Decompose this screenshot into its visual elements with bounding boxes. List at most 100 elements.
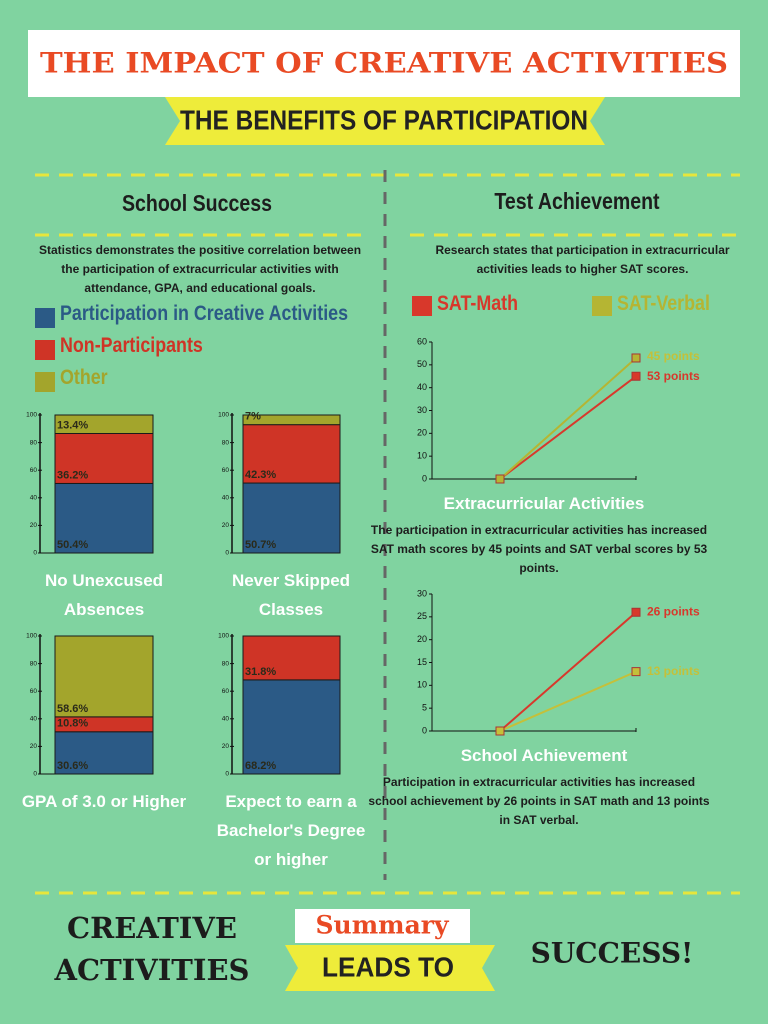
y-tick-label: 100 (26, 633, 37, 640)
category-label: GPA of 3.0 or Higher (21, 792, 187, 811)
point-marker (631, 607, 641, 617)
y-tick-label: 60 (30, 467, 38, 474)
bar-segment (242, 482, 341, 554)
y-tick-label: 100 (218, 412, 229, 419)
y-tick-label: 80 (30, 439, 38, 446)
line-series (499, 670, 637, 732)
value-label: 42.3% (245, 469, 276, 481)
y-tick-label: 40 (222, 716, 230, 723)
legend-swatch (35, 308, 55, 328)
footer-right: SUCCESS! (531, 937, 694, 970)
y-tick-label: 20 (222, 743, 230, 750)
legend-label: Other (60, 366, 108, 389)
x-axis-label: School Achievement (460, 746, 628, 765)
category-label: No Unexcused Absences (44, 571, 164, 619)
y-tick-label: 0 (33, 771, 37, 778)
section-heading: School Success (122, 190, 272, 216)
y-tick-label: 30 (417, 405, 427, 415)
bar-segment (54, 432, 154, 484)
y-tick-label: 80 (30, 660, 38, 667)
x-axis-label: Extracurricular Activities (443, 494, 645, 513)
annotation: 45 points (647, 349, 700, 363)
leads-to: LEADS TO (322, 951, 454, 982)
value-label: 30.6% (57, 760, 88, 772)
value-label: 13.4% (57, 419, 88, 431)
title: THE IMPACT OF CREATIVE ACTIVITIES (40, 47, 728, 80)
y-tick-label: 80 (222, 439, 230, 446)
y-tick-label: 0 (422, 725, 427, 735)
value-label: 7% (245, 411, 261, 423)
legend-swatch (35, 372, 55, 392)
y-tick-label: 25 (417, 611, 427, 621)
y-tick-label: 0 (225, 550, 229, 557)
value-label: 26 points (647, 604, 700, 618)
legend-label: SAT-Verbal (617, 292, 710, 315)
y-tick-label: 60 (222, 467, 230, 474)
value-label: 31.8% (245, 666, 276, 678)
category-label: Never Skipped Classes (231, 571, 351, 619)
y-tick-label: 20 (30, 743, 38, 750)
value-label: 50.4% (57, 539, 88, 551)
point-marker (495, 726, 505, 736)
footer-left-line: CREATIVE (67, 911, 237, 945)
y-tick-label: 50 (417, 359, 427, 369)
y-tick-label: 60 (30, 688, 38, 695)
bar-segment (54, 482, 154, 554)
summary-box (295, 909, 470, 943)
value-label: 10.8% (57, 718, 88, 730)
value-label: 36.2% (57, 469, 88, 481)
bar-segment (242, 635, 341, 681)
category-label: Expect to earn a Bachelor's Degree or hi… (216, 792, 366, 869)
y-tick-label: 20 (417, 428, 427, 438)
y-tick-label: 0 (33, 550, 37, 557)
section-heading: Test Achievement (494, 188, 660, 214)
y-tick-label: 60 (417, 336, 427, 346)
y-tick-label: 20 (30, 522, 38, 529)
y-tick-label: 5 (422, 703, 427, 713)
bar-segment (242, 414, 341, 426)
bar-segment (54, 731, 154, 775)
value-label: 68.2% (245, 760, 276, 772)
bar-segment (242, 424, 341, 484)
line-series (499, 357, 637, 480)
footer-left-line: ACTIVITIES (54, 953, 250, 987)
point-marker (631, 667, 641, 677)
y-tick-label: 10 (417, 451, 427, 461)
point-marker (631, 353, 641, 363)
y-tick-label: 20 (417, 634, 427, 644)
y-tick-label: 80 (222, 660, 230, 667)
footer-left: CREATIVE ACTIVITIES (54, 911, 250, 987)
ribbon (285, 945, 495, 991)
y-tick-label: 15 (417, 657, 427, 667)
value-label: 58.6% (57, 703, 88, 715)
line-series (499, 375, 637, 480)
bar-segment (242, 679, 341, 775)
legend-label: SAT-Math (437, 292, 518, 315)
section-description: Statistics demonstrates the positive cor… (38, 243, 362, 295)
line-series (499, 611, 637, 732)
subtitle: THE BENEFITS OF PARTICIPATION (180, 104, 588, 135)
y-tick-label: 0 (225, 771, 229, 778)
chart-caption: Participation in extracurricular activit… (368, 775, 710, 827)
legend-swatch (35, 340, 55, 360)
y-tick-label: 0 (422, 473, 427, 483)
ribbon (165, 97, 605, 145)
y-tick-label: 40 (222, 495, 230, 502)
y-tick-label: 100 (26, 412, 37, 419)
legend-swatch (592, 296, 612, 316)
summary: Summary (315, 911, 450, 940)
value-label: 13 points (647, 664, 700, 678)
y-tick-label: 100 (218, 633, 229, 640)
bar-segment (54, 414, 154, 434)
y-tick-label: 60 (222, 688, 230, 695)
legend-label: Participation in Creative Activities (60, 302, 349, 325)
legend-swatch (412, 296, 432, 316)
section-description: Research states that participation in ex… (435, 243, 730, 276)
y-tick-label: 40 (30, 495, 38, 502)
y-tick-label: 40 (30, 716, 38, 723)
title-box (28, 30, 740, 97)
bar-segment (54, 635, 154, 718)
point-marker (631, 371, 641, 381)
